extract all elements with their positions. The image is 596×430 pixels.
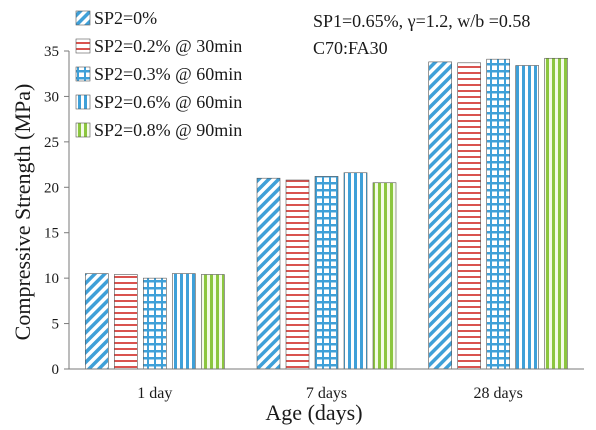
x-axis-title: Age (days) (265, 400, 362, 425)
bar-7-days-series-2 (285, 179, 310, 370)
plot-area (85, 57, 568, 370)
y-tick-label: 5 (52, 317, 60, 333)
y-tick-label: 0 (52, 362, 60, 378)
legend-label: SP2=0% (94, 8, 157, 28)
bar-28-days-series-2 (457, 62, 481, 370)
legend-label: SP2=0.8% @ 90min (94, 120, 242, 140)
legend: SP2=0% SP2=0.2% @ 30min SP2=0.3% @ 60min SP… (75, 8, 242, 140)
bar-1-day-series-4 (172, 273, 196, 370)
x-category-label: 7 days (306, 385, 347, 402)
bar-1-day-series-5 (201, 274, 225, 370)
bar-7-days-series-5 (372, 182, 397, 370)
legend-swatch (75, 10, 91, 26)
legend-label: SP2=0.3% @ 60min (94, 64, 242, 84)
bar-28-days-series-4 (515, 65, 539, 370)
bar-7-days-series-4 (343, 172, 368, 370)
bar-28-days-series-5 (544, 57, 568, 370)
legend-swatch (75, 38, 91, 54)
bar-28-days-series-3 (486, 58, 510, 370)
y-tick-label: 15 (44, 226, 59, 242)
y-ticks: 0 5 10 15 20 25 30 35 (44, 44, 69, 378)
y-axis-title: Compressive Strength (MPa) (10, 84, 35, 341)
bar-1-day-series-2 (114, 274, 138, 370)
legend-swatch (75, 94, 91, 110)
y-tick-label: 20 (44, 180, 59, 196)
bar-7-days-series-1 (256, 177, 281, 370)
legend-label: SP2=0.6% @ 60min (94, 92, 242, 112)
annotation-sp1: SP1=0.65%, γ=1.2, w/b =0.58 (313, 11, 530, 31)
y-tick-label: 35 (44, 44, 59, 60)
axes: 0 5 10 15 20 25 30 35 1 day 7 days 28 days (44, 44, 584, 402)
legend-label: SP2=0.2% @ 30min (94, 36, 242, 56)
annotation-mix: C70:FA30 (313, 38, 388, 58)
x-category-label: 1 day (137, 385, 172, 402)
bar-28-days-series-1 (428, 61, 452, 370)
y-tick-label: 10 (44, 271, 59, 287)
x-category-labels: 1 day 7 days 28 days (137, 385, 523, 402)
bar-7-days-series-3 (314, 176, 339, 370)
y-tick-label: 25 (44, 135, 59, 151)
x-category-label: 28 days (474, 385, 523, 402)
y-tick-label: 30 (44, 89, 59, 105)
legend-swatch (75, 122, 91, 138)
bar-1-day-series-1 (85, 273, 109, 370)
bar-1-day-series-3 (143, 277, 167, 370)
legend-swatch (75, 66, 91, 82)
